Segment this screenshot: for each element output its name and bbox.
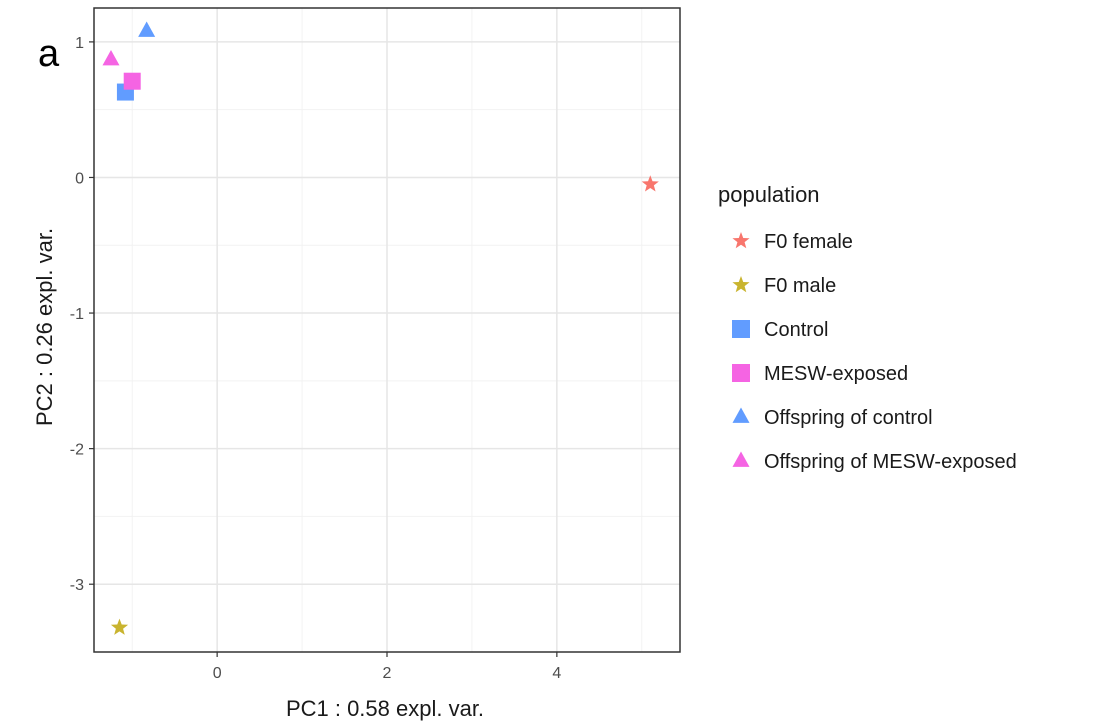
x-tick-label: 2 — [383, 665, 392, 682]
legend-label-f0-male: F0 male — [764, 275, 836, 297]
legend-key-offspring-of-mesw-exposed — [732, 451, 750, 467]
y-tick-label: 0 — [75, 170, 84, 187]
legend: population F0 female F0 male Control MESW-e… — [718, 182, 1017, 473]
y-axis-label: PC2 : 0.26 expl. var. — [32, 228, 57, 426]
legend-key-mesw-exposed — [732, 364, 750, 382]
legend-label-offspring-of-mesw-exposed: Offspring of MESW-exposed — [764, 451, 1017, 473]
legend-key-control — [732, 320, 750, 338]
x-tick-label: 0 — [213, 665, 222, 682]
data-point-f0-male — [110, 618, 129, 635]
legend-key-f0-female — [732, 232, 750, 249]
data-point-mesw-exposed — [123, 72, 141, 90]
x-tick-label: 4 — [552, 665, 561, 682]
x-axis-label: PC1 : 0.58 expl. var. — [286, 696, 484, 721]
y-tick-label: -2 — [70, 442, 84, 459]
legend-label-mesw-exposed: MESW-exposed — [764, 363, 908, 385]
y-tick-label: -1 — [70, 306, 84, 323]
plot-panel: 0 2 4 1 0 -1 -2 -3 — [70, 7, 681, 682]
legend-label-offspring-of-control: Offspring of control — [764, 407, 933, 429]
legend-label-f0-female: F0 female — [764, 231, 853, 253]
legend-key-f0-male — [732, 276, 750, 293]
legend-key-offspring-of-control — [732, 407, 750, 423]
data-point-offspring-of-mesw-exposed — [102, 50, 120, 66]
legend-label-control: Control — [764, 319, 828, 341]
data-points — [102, 21, 659, 635]
legend-title: population — [718, 182, 820, 207]
data-point-offspring-of-control — [138, 21, 156, 37]
y-tick-label: 1 — [75, 35, 84, 52]
y-tick-label: -3 — [70, 577, 84, 594]
data-point-f0-female — [641, 175, 659, 192]
panel-label: a — [38, 33, 60, 75]
